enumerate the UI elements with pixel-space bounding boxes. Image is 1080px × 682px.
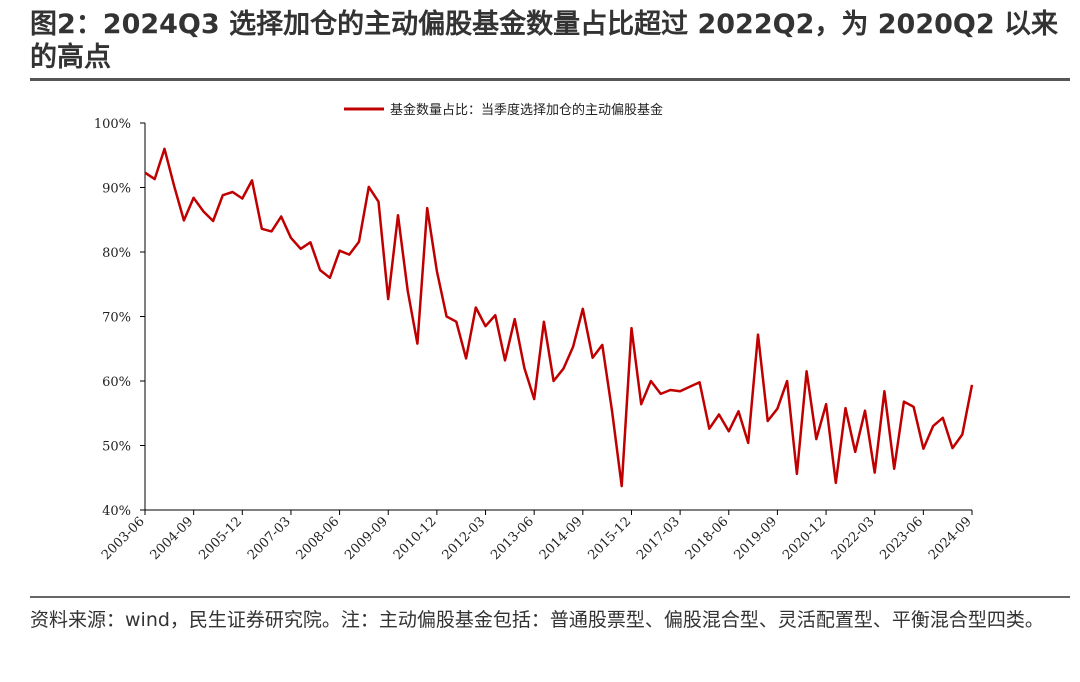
- chart-title: 图2：2024Q3 选择加仓的主动偏股基金数量占比超过 2022Q2，为 202…: [30, 9, 1059, 73]
- x-tick-label: 2012-03: [440, 514, 489, 563]
- x-tick-label: 2003-06: [99, 514, 148, 563]
- x-tick-label: 2013-06: [488, 514, 537, 563]
- series: [144, 147, 974, 488]
- legend-label: 基金数量占比：当季度选择加仓的主动偏股基金: [390, 102, 663, 118]
- x-tick-label: 2004-09: [148, 514, 197, 563]
- x-tick-label: 2015-12: [585, 514, 634, 563]
- x-tick-label: 2017-03: [634, 514, 683, 563]
- x-tick-label: 2008-06: [294, 514, 343, 563]
- y-tick-label: 40%: [102, 504, 131, 519]
- x-tick-label: 2024-09: [926, 514, 975, 563]
- y-tick-label: 80%: [102, 246, 131, 261]
- y-tick-label: 50%: [102, 440, 131, 455]
- x-tick-label: 2019-09: [731, 514, 780, 563]
- y-tick-label: 60%: [102, 375, 131, 390]
- title-divider: [30, 78, 1070, 81]
- x-tick-label: 2014-09: [537, 514, 586, 563]
- x-tick-label: 2009-09: [342, 514, 391, 563]
- y-tick-label: 70%: [102, 311, 131, 326]
- legend: 基金数量占比：当季度选择加仓的主动偏股基金: [344, 102, 663, 118]
- x-tick-label: 2018-06: [683, 514, 732, 563]
- footnote-divider: [30, 596, 1070, 598]
- y-axis-ticks: 40% 50% 60% 70% 80% 90% 100%: [94, 117, 145, 519]
- x-axis-ticks: 2003-06 2004-09 2005-12 2007-03 2008-06 2009-…: [99, 510, 975, 563]
- x-tick-label: 2020-12: [780, 514, 829, 563]
- y-tick-label: 90%: [102, 182, 131, 197]
- x-tick-label: 2010-12: [391, 514, 440, 563]
- line-chart: 基金数量占比：当季度选择加仓的主动偏股基金 40% 50% 60% 70% 80% 90%…: [94, 102, 975, 563]
- footnote: 资料来源：wind，民生证券研究院。注：主动偏股基金包括：普通股票型、偏股混合型…: [30, 609, 1044, 631]
- series-line: [144, 147, 974, 488]
- x-tick-label: 2005-12: [196, 514, 245, 563]
- x-tick-label: 2022-03: [829, 514, 878, 563]
- x-tick-label: 2007-03: [245, 514, 294, 563]
- axes: [144, 123, 972, 511]
- x-tick-label: 2023-06: [877, 514, 926, 563]
- y-tick-label: 100%: [94, 117, 131, 132]
